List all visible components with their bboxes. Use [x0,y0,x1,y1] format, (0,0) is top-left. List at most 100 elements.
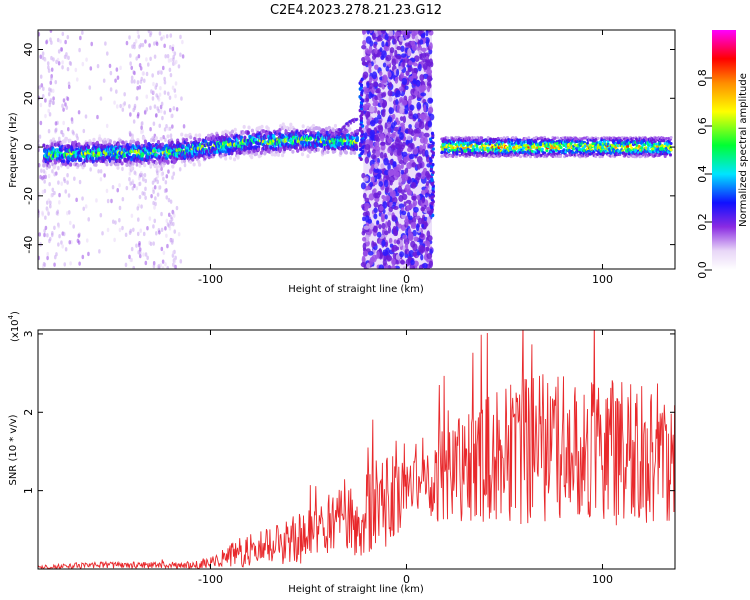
heatmap-cell [77,233,81,238]
heatmap-cell [360,182,366,190]
heatmap-cell [381,239,386,247]
heatmap-cell [105,188,109,194]
heatmap-cell [172,213,176,218]
heatmap-cell [121,140,125,145]
heatmap-cell [353,150,357,155]
heatmap-cell [400,189,405,195]
heatmap-cell [361,44,367,50]
heatmap-cell [363,132,368,140]
heatmap-cell [415,223,420,232]
heatmap-cell [392,225,397,234]
heatmap-cell [559,154,563,158]
heatmap-cell [362,242,367,250]
heatmap-cell [388,81,393,88]
heatmap-cell [128,130,132,136]
heatmap-cell [250,155,254,160]
heatmap-cell [64,136,69,141]
heatmap-cell [153,41,156,46]
heatmap-cell [98,249,101,254]
heatmap-cell [400,53,407,58]
heatmap-cell [56,209,60,214]
heatmap-cell [393,166,400,171]
heatmap-cell [374,163,379,170]
heatmap-cell [152,224,155,229]
heatmap-cell [94,162,98,167]
heatmap-cell [402,115,407,124]
heatmap-cell [230,129,235,134]
heatmap-cell [106,227,110,233]
heatmap-cell [51,169,54,174]
heatmap-cell [90,156,95,161]
heatmap-cell [81,254,85,260]
heatmap-cell [113,100,116,105]
heatmap-cell [180,96,183,101]
heatmap-cell [171,85,175,90]
heatmap-cell [420,113,427,121]
heatmap-cell [145,57,148,62]
heatmap-cell [53,164,57,169]
heatmap-cell [373,192,378,199]
heatmap-cell [137,34,141,39]
heatmap-cell [81,196,84,201]
heatmap-cell [74,67,78,73]
heatmap-cell [136,30,140,35]
heatmap-cell [148,43,151,48]
heatmap-cell [60,130,64,135]
heatmap-cell [125,40,129,46]
heatmap-cell [413,135,417,142]
heatmap-cell [390,265,397,269]
heatmap-cell [424,192,429,198]
heatmap-cell [340,129,343,133]
heatmap-cell [153,178,157,183]
heatmap-cell [144,186,147,192]
heatmap-cell [385,42,389,47]
heatmap-cell [381,41,385,48]
heatmap-cell [527,136,531,140]
heatmap-cell [374,134,379,142]
heatmap-cell [51,231,54,236]
heatmap-cell [419,144,423,152]
heatmap-cell [421,223,425,228]
heatmap-cell [40,83,44,88]
heatmap-cell [60,47,64,52]
heatmap-cell [426,216,431,225]
heatmap-cell [136,217,140,222]
heatmap-cell [373,213,378,220]
heatmap-cell [410,259,415,266]
heatmap-cell [370,153,377,160]
heatmap-cell [260,124,264,129]
heatmap-cell [42,169,46,174]
heatmap-cell [173,229,177,234]
heatmap-cell [454,155,458,159]
heatmap-cell [129,53,132,58]
heatmap-cell [364,143,371,151]
heatmap-cell [169,72,173,78]
heatmap-cell [58,233,61,239]
heatmap-cell [156,140,161,145]
heatmap-cell [75,197,78,203]
heatmap-cell [362,61,368,66]
heatmap-cell [420,92,427,97]
heatmap-cell [182,159,187,164]
heatmap-cell [41,51,45,56]
heatmap-cell [412,113,419,120]
heatmap-cell [179,52,182,57]
heatmap-cell [81,30,84,35]
heatmap-cell [266,126,270,131]
heatmap-cell [380,141,386,146]
heatmap-cell [146,255,149,261]
heatmap-cell [430,61,434,68]
heatmap-cell [181,54,185,59]
heatmap-cell [170,113,173,119]
heatmap-cell [480,136,484,140]
heatmap-cell [187,143,191,148]
heatmap-cell [397,154,402,162]
heatmap-cell [147,30,151,34]
heatmap-cell [139,66,143,71]
heatmap-cell [142,231,146,237]
heatmap-cell [153,218,157,224]
heatmap-cell [164,226,167,231]
heatmap-cell [361,172,366,179]
heatmap-cell [46,233,49,238]
heatmap-cell [283,147,287,152]
